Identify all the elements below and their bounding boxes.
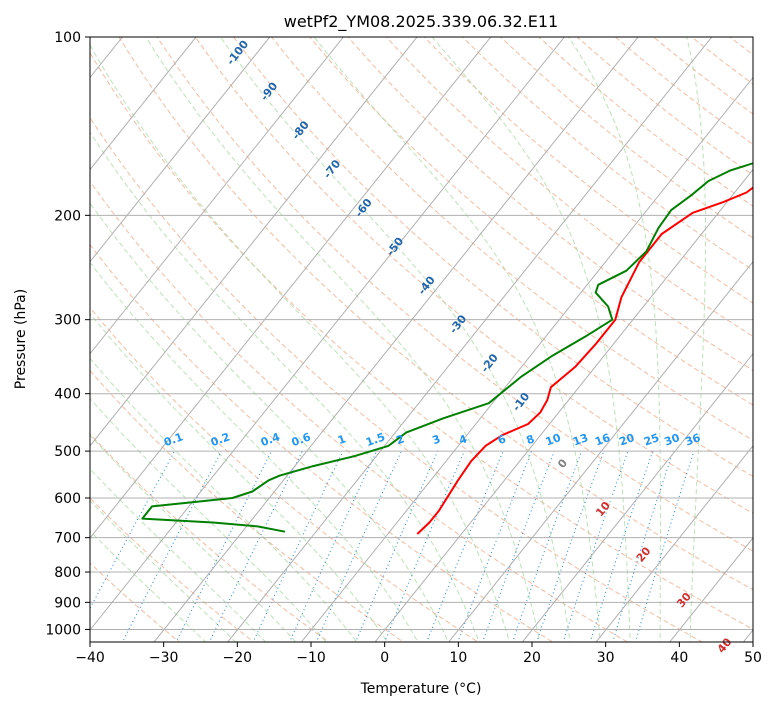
isotherm	[448, 260, 753, 642]
x-tick-label: 10	[449, 650, 467, 666]
y-tick-label: 900	[54, 595, 81, 611]
x-tick-label: 0	[380, 650, 389, 666]
isotherm	[521, 352, 753, 642]
mixing-ratio-label: 20	[617, 431, 636, 449]
moist-adiabat	[90, 468, 267, 642]
mixing-ratio-label: 16	[593, 431, 612, 449]
isotherm	[595, 445, 753, 642]
isotherm	[90, 37, 271, 263]
dewpoint-line	[141, 162, 753, 533]
y-axis-label: Pressure (hPa)	[13, 289, 29, 389]
x-tick-label: 40	[670, 650, 688, 666]
isotherm	[90, 37, 418, 447]
mixing-ratio-label: 0.6	[290, 430, 313, 449]
moist-adiabat	[313, 37, 601, 642]
gridlines	[90, 37, 753, 642]
mixing-ratio-label: 0.4	[259, 430, 282, 449]
isotherm	[153, 37, 639, 642]
y-tick-label: 800	[54, 565, 81, 581]
temperature-line	[416, 186, 753, 535]
mixing-ratio-label: 0.1	[162, 430, 185, 449]
isotherm	[300, 76, 753, 642]
isotherm	[227, 37, 713, 642]
mixing-ratio-label: 1.5	[364, 430, 387, 449]
y-tick-label: 600	[54, 491, 81, 507]
x-tick-label: −20	[223, 650, 253, 666]
dry-adiabat	[90, 562, 181, 642]
dry-adiabat	[90, 180, 629, 642]
isotherm	[90, 37, 492, 539]
x-axis-label: Temperature (°C)	[360, 681, 482, 697]
y-tick-label: 200	[54, 208, 81, 224]
mixing-ratio-label: 13	[571, 431, 590, 448]
dry-adiabat	[90, 243, 554, 642]
dry-adiabat	[347, 37, 753, 371]
x-tick-label: −30	[149, 650, 179, 666]
isotherm	[90, 37, 197, 171]
x-tick-label: 50	[744, 650, 762, 666]
mixing-ratio-label: 36	[683, 431, 702, 449]
y-tick-label: 100	[54, 30, 81, 46]
moist-adiabat	[90, 312, 388, 642]
mixing-ratio-label: 0.2	[209, 430, 232, 449]
profile-lines	[141, 162, 753, 535]
x-tick-label: 30	[597, 650, 615, 666]
y-tick-label: 1000	[45, 622, 81, 638]
y-tick-label: 700	[54, 531, 81, 547]
x-tick-label: −40	[75, 650, 105, 666]
dry-adiabat	[90, 369, 405, 642]
moist-adiabat	[220, 37, 571, 642]
isotherm	[90, 37, 345, 355]
dry-adiabat	[385, 37, 753, 338]
chart-title: wetPf2_YM08.2025.339.06.32.E11	[284, 12, 558, 32]
x-tick-label: 20	[523, 650, 541, 666]
mixing-ratio-label: 30	[663, 431, 682, 449]
isotherm	[90, 37, 566, 631]
isotherm	[669, 537, 753, 642]
mixing-ratio-label: 2	[394, 432, 406, 447]
y-tick-label: 300	[54, 313, 81, 329]
dry-adiabat	[90, 116, 704, 642]
dry-adiabat	[118, 37, 753, 591]
moist-adiabat	[90, 357, 358, 642]
dry-adiabat	[232, 37, 753, 478]
y-tick-label: 500	[54, 444, 81, 460]
mixing-ratio-label: 8	[525, 432, 537, 447]
moist-adiabat	[90, 500, 237, 642]
plot-frame	[89, 36, 754, 643]
axes: −40 −30 −20 −10 0 10 20 30 40 50 1000 900 800 700 600 5…	[45, 30, 762, 666]
x-tick-label: −10	[296, 650, 326, 666]
mixing-ratio-label: 25	[642, 431, 661, 448]
plot-area	[90, 37, 753, 642]
dry-adiabat	[90, 433, 330, 642]
mixing-ratio-label: 1	[336, 432, 348, 447]
isotherm	[374, 168, 753, 642]
mixing-ratio-label: 6	[496, 432, 508, 447]
dry-adiabat	[156, 37, 753, 552]
dry-adiabat	[423, 37, 753, 304]
dry-adiabat	[194, 37, 753, 514]
mixing-ratio-label: 4	[457, 432, 469, 447]
mixing-ratio-label: 3	[431, 432, 443, 447]
y-tick-label: 400	[54, 387, 81, 403]
moist-adiabat	[90, 530, 207, 642]
mixing-ratio-label: 10	[544, 431, 563, 449]
